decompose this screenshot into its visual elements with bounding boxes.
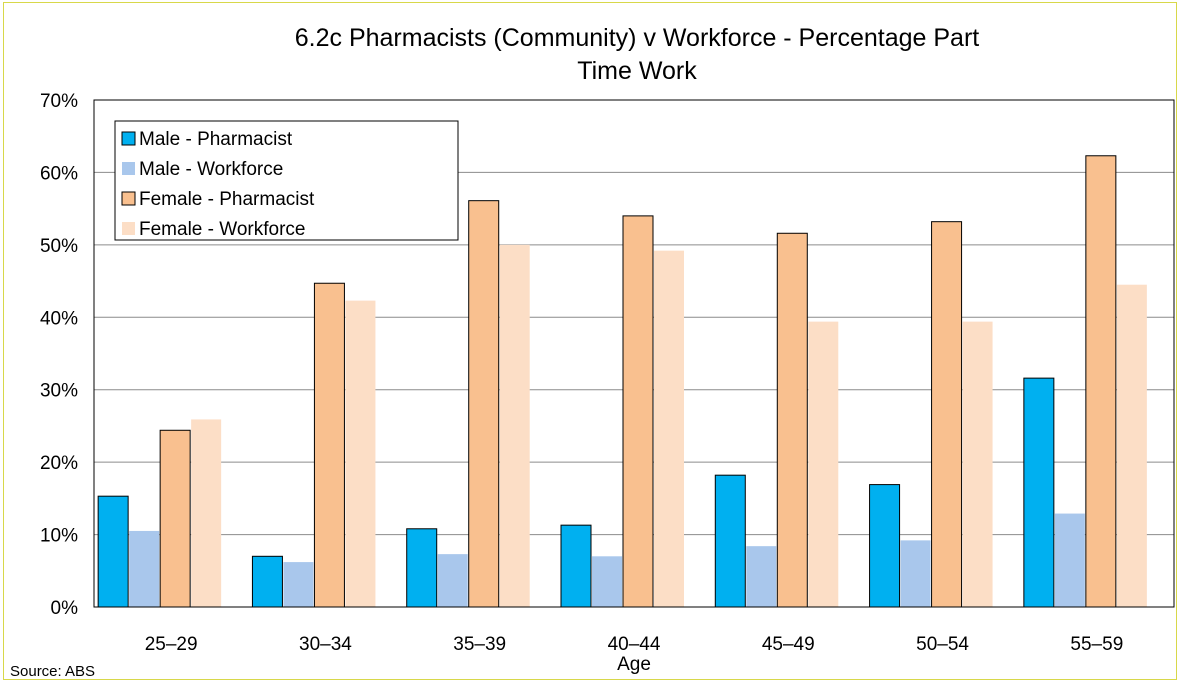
bar-male-pharmacist-1: [251, 555, 283, 608]
bars: [97, 155, 1147, 608]
legend-swatch: [122, 222, 135, 235]
bar-male-pharmacist-2: [406, 528, 438, 608]
x-axis: 25–29 30–34 35–39 40–44 45–49 50–54 55–59: [145, 634, 1124, 655]
bar-female-pharmacist-0: [159, 429, 191, 608]
chart-title-line-2: Time Work: [577, 57, 697, 85]
legend-swatch: [122, 162, 135, 175]
legend-swatch: [121, 131, 136, 146]
x-tick-label: 55–59: [1070, 634, 1123, 655]
legend-box: [114, 120, 459, 241]
y-tick-label: 10%: [40, 526, 78, 547]
bar-female-workforce-0: [191, 419, 222, 607]
bar-male-pharmacist-5: [869, 484, 901, 608]
bar-female-pharmacist-1: [313, 282, 345, 608]
bar-female-pharmacist-5: [931, 221, 963, 608]
bar-male-workforce-4: [746, 546, 777, 607]
y-tick-label: 60%: [40, 163, 78, 184]
bar-female-workforce-2: [499, 244, 530, 607]
y-axis: 0% 10% 20% 30% 40% 50% 60% 70%: [40, 91, 78, 619]
bar-male-workforce-2: [437, 554, 468, 607]
y-tick-label: 70%: [40, 91, 78, 112]
bar-male-workforce-1: [283, 562, 314, 607]
bar-male-workforce-0: [129, 530, 160, 607]
chart-frame: [3, 2, 1177, 680]
legend-label: Male - Pharmacist: [139, 129, 293, 150]
bar-male-pharmacist-3: [560, 524, 592, 608]
x-tick-label: 50–54: [916, 634, 969, 655]
legend-label: Female - Pharmacist: [139, 189, 315, 210]
y-tick-label: 30%: [40, 381, 78, 402]
bar-male-pharmacist-4: [714, 474, 746, 608]
x-tick-label: 40–44: [608, 634, 661, 655]
bar-female-workforce-1: [345, 300, 376, 607]
x-tick-label: 30–34: [299, 634, 352, 655]
x-axis-label: Age: [617, 654, 651, 675]
x-tick-label: 35–39: [453, 634, 506, 655]
bar-female-workforce-3: [654, 250, 684, 607]
bar-female-workforce-4: [808, 321, 839, 607]
bar-female-workforce-5: [962, 321, 993, 607]
bar-male-workforce-6: [1054, 513, 1085, 607]
bar-female-pharmacist-4: [776, 232, 808, 608]
source-note: Source: ABS: [10, 663, 95, 680]
bar-female-workforce-6: [1116, 284, 1147, 607]
legend-label: Female - Workforce: [139, 219, 305, 240]
bar-male-workforce-3: [592, 556, 622, 607]
y-tick-label: 20%: [40, 453, 78, 474]
bar-female-pharmacist-3: [622, 215, 654, 608]
plot-area: [93, 99, 1175, 608]
legend-label: Male - Workforce: [139, 159, 283, 180]
x-tick-label: 25–29: [145, 634, 198, 655]
y-tick-label: 40%: [40, 308, 78, 329]
x-tick-label: 45–49: [762, 634, 815, 655]
bar-male-pharmacist-6: [1023, 377, 1055, 608]
bar-female-pharmacist-6: [1085, 155, 1117, 608]
y-tick-label: 50%: [40, 236, 78, 257]
legend-swatch: [121, 191, 136, 206]
bar-male-workforce-5: [900, 540, 931, 607]
bar-male-pharmacist-0: [97, 495, 129, 608]
legend: Male - Pharmacist Male - Workforce Female …: [114, 120, 459, 241]
bar-female-pharmacist-2: [468, 200, 500, 608]
chart-title-line-1: 6.2c Pharmacists (Community) v Workforce…: [295, 24, 980, 52]
y-tick-label: 0%: [51, 598, 79, 619]
